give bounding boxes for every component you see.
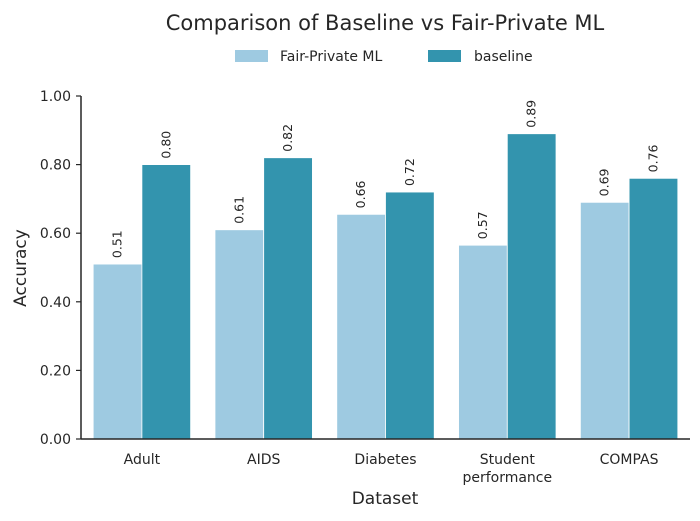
- y-tick-label: 0.40: [40, 295, 71, 311]
- bar-value-label: 0.72: [402, 158, 417, 186]
- y-axis-label: Accuracy: [11, 229, 31, 307]
- bar-value-label: 0.89: [524, 100, 539, 128]
- x-tick-label-line: Student: [480, 452, 536, 468]
- bar-value-label: 0.61: [231, 196, 246, 224]
- bar-value-label: 0.66: [353, 180, 368, 208]
- y-axis-ticks: 0.00 0.20 0.40 0.60 0.80 1.00: [40, 89, 81, 448]
- bar: [579, 201, 630, 440]
- x-tick-label-line: Diabetes: [354, 452, 416, 468]
- y-tick-label: 0.80: [40, 158, 71, 174]
- bar: [336, 213, 386, 440]
- x-tick-label-line: Adult: [124, 452, 161, 468]
- y-tick-label: 1.00: [40, 89, 71, 105]
- x-tick-label-line: performance: [462, 470, 552, 486]
- bar: [506, 133, 557, 440]
- bars: [92, 133, 679, 440]
- bar: [628, 177, 679, 440]
- legend-label-baseline: baseline: [474, 49, 533, 65]
- bar: [385, 191, 435, 440]
- bar-value-label: 0.76: [645, 144, 660, 172]
- x-tick-label-line: COMPAS: [600, 452, 659, 468]
- bar-value-label: 0.51: [110, 230, 125, 258]
- legend-swatch-baseline: [428, 50, 461, 62]
- x-axis-ticks: Adult AIDS Diabetes Student performance COMPA…: [124, 452, 659, 486]
- bar-value-label: 0.82: [280, 124, 295, 152]
- x-tick-label: COMPAS: [600, 452, 659, 468]
- bar-labels: 0.51 0.61 0.66 0.57 0.69 0.80 0.82 0.72 0.89 0.76: [110, 100, 661, 258]
- bar: [141, 164, 192, 440]
- bar-value-label: 0.69: [597, 168, 612, 196]
- legend-swatch-fair-private: [235, 50, 268, 62]
- y-tick-label: 0.00: [40, 432, 71, 448]
- y-tick-label: 0.60: [40, 226, 71, 242]
- x-axis-label: Dataset: [352, 489, 419, 509]
- bar: [214, 229, 265, 440]
- x-tick-label: Adult: [124, 452, 161, 468]
- bar-value-label: 0.80: [158, 131, 173, 159]
- bar: [458, 244, 508, 440]
- y-tick-label: 0.20: [40, 363, 71, 379]
- chart-title: Comparison of Baseline vs Fair-Private M…: [166, 11, 605, 35]
- x-tick-label-line: AIDS: [247, 452, 280, 468]
- x-tick-label: Student performance: [462, 452, 552, 486]
- x-tick-label: Diabetes: [354, 452, 416, 468]
- legend: Fair-Private ML baseline: [235, 49, 533, 65]
- legend-label-fair-private: Fair-Private ML: [280, 49, 382, 65]
- x-tick-label: AIDS: [247, 452, 280, 468]
- bar-value-label: 0.57: [475, 211, 490, 239]
- bar: [263, 157, 313, 440]
- bar: [92, 263, 143, 440]
